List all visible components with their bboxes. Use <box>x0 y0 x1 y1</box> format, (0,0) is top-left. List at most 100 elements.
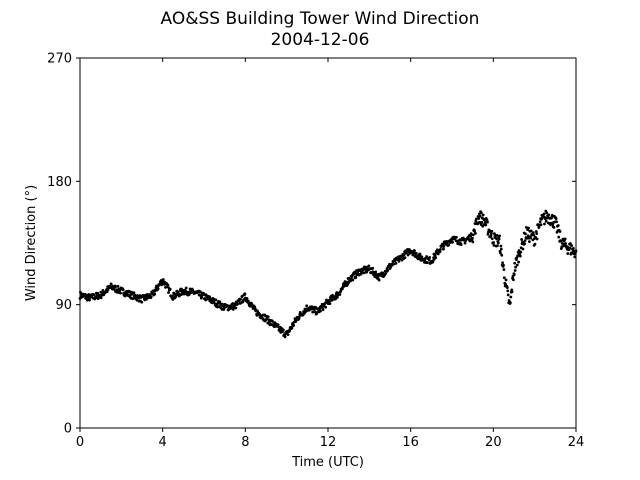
data-point <box>271 320 274 323</box>
plot-frame <box>79 57 577 429</box>
data-point <box>99 296 103 300</box>
data-point <box>414 252 418 255</box>
data-point <box>544 219 548 223</box>
data-point <box>479 223 483 226</box>
data-point <box>137 296 141 300</box>
data-point <box>281 328 285 332</box>
data-point <box>563 237 567 241</box>
data-point <box>478 214 482 218</box>
data-point <box>394 261 398 265</box>
data-point <box>483 218 486 222</box>
data-point <box>88 298 91 302</box>
data-point <box>554 217 558 221</box>
data-point <box>568 242 572 245</box>
data-point <box>351 278 355 282</box>
data-point <box>557 235 561 239</box>
data-point <box>374 270 378 274</box>
data-point <box>517 260 520 264</box>
data-point <box>556 224 560 227</box>
data-point <box>516 254 520 258</box>
data-point <box>477 212 481 216</box>
data-point <box>311 310 315 314</box>
data-point <box>490 237 494 241</box>
data-point <box>398 257 402 261</box>
data-point <box>315 311 319 314</box>
x-tick-label: 16 <box>402 435 419 450</box>
data-point <box>135 298 139 302</box>
data-point <box>469 234 473 238</box>
data-point <box>499 247 503 251</box>
data-point <box>524 226 528 229</box>
data-point <box>402 253 406 257</box>
data-point <box>292 323 296 327</box>
y-tick-label: 270 <box>47 52 72 67</box>
data-point <box>433 253 437 257</box>
data-point <box>116 284 120 288</box>
y-tick-label: 90 <box>55 298 72 313</box>
data-point <box>518 254 522 258</box>
data-point <box>156 287 160 291</box>
data-point <box>495 233 499 237</box>
data-point <box>153 292 157 296</box>
data-point <box>243 292 247 296</box>
x-tick-label: 4 <box>159 435 167 450</box>
data-point <box>490 229 494 233</box>
data-point <box>486 232 490 236</box>
data-point <box>496 241 500 245</box>
data-point <box>573 255 577 259</box>
data-point <box>474 231 477 235</box>
data-point <box>492 241 495 244</box>
data-point <box>558 230 562 233</box>
data-point <box>481 213 485 217</box>
data-point <box>386 268 390 272</box>
data-point <box>307 308 311 312</box>
y-axis-label: Wind Direction (°) <box>24 185 39 301</box>
data-point <box>204 298 208 302</box>
data-point <box>502 268 506 271</box>
data-point <box>502 276 506 280</box>
data-point <box>501 261 505 265</box>
data-point <box>328 299 331 303</box>
data-point <box>105 290 109 294</box>
data-point <box>313 308 316 312</box>
data-point <box>477 217 481 220</box>
data-point <box>526 234 530 238</box>
data-point <box>568 246 572 250</box>
data-point <box>354 276 358 279</box>
data-point <box>171 294 175 297</box>
data-point <box>471 240 475 244</box>
x-tick-label: 20 <box>485 435 502 450</box>
data-point <box>245 297 249 300</box>
data-point <box>463 241 467 245</box>
data-point <box>543 222 546 226</box>
data-point <box>469 232 473 236</box>
data-point <box>473 229 476 233</box>
x-tick-label: 8 <box>241 435 249 450</box>
data-point <box>286 333 290 336</box>
data-point <box>455 235 458 239</box>
data-point <box>513 261 517 265</box>
data-point <box>303 311 306 315</box>
data-point <box>535 237 539 241</box>
data-point <box>513 269 517 272</box>
data-point <box>101 289 105 292</box>
data-point <box>496 244 499 248</box>
data-point <box>149 295 153 299</box>
data-point <box>514 265 517 269</box>
data-point <box>297 315 301 319</box>
data-point <box>362 271 366 275</box>
data-point <box>547 213 551 217</box>
data-point <box>451 240 454 244</box>
y-tick-label: 0 <box>64 422 72 437</box>
data-point <box>504 278 508 282</box>
data-point <box>550 213 554 217</box>
data-point <box>397 259 401 263</box>
data-point <box>236 302 239 306</box>
data-point <box>140 300 144 304</box>
data-point <box>253 305 257 309</box>
data-point <box>242 298 246 302</box>
data-point <box>506 293 510 297</box>
data-point <box>489 232 493 235</box>
data-point <box>484 223 488 227</box>
data-point <box>167 291 170 294</box>
